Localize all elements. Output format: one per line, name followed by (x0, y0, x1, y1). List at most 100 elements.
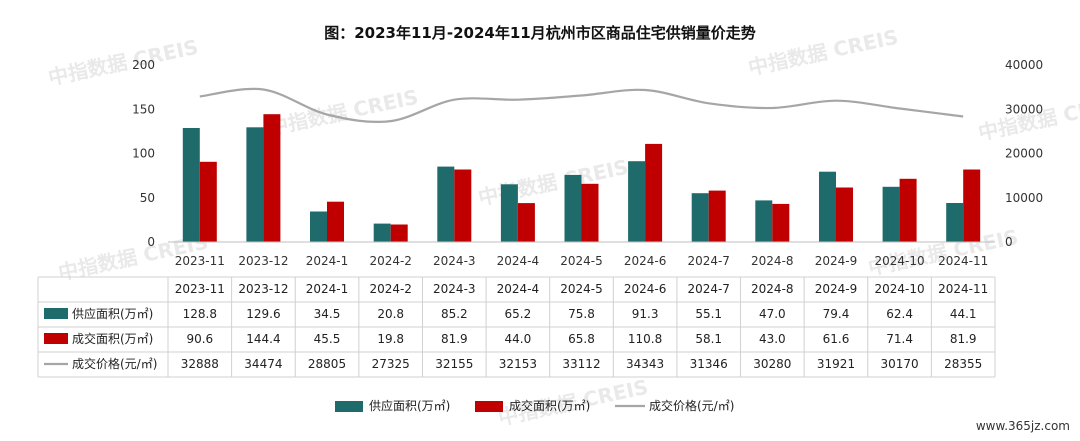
watermark-text: 中指数据 CREIS (746, 25, 900, 80)
table-cell: 32153 (499, 357, 537, 371)
x-tick-label: 2024-2 (369, 254, 412, 268)
data-table: 2023-11 2023-12 2024-1 2024-2 2024-3 2024-4 20… (37, 276, 996, 378)
bar-supply-2024-2 (373, 223, 391, 242)
table-header-cell: 2024-4 (497, 282, 540, 296)
table-cell: 90.6 (186, 332, 213, 346)
table-cell: 31346 (690, 357, 728, 371)
table-cell: 44.0 (505, 332, 532, 346)
bar-supply-2024-4 (500, 184, 518, 242)
table-header-cell: 2024-5 (560, 282, 603, 296)
table-cell: 61.6 (823, 332, 850, 346)
table-cell: 43.0 (759, 332, 786, 346)
table-cell: 32888 (181, 357, 219, 371)
bar-sales-2024-2 (390, 224, 408, 242)
table-cell: 85.2 (441, 307, 468, 321)
table-header-cell: 2024-7 (687, 282, 730, 296)
bar-supply-2024-1 (310, 211, 327, 242)
table-cell: 47.0 (759, 307, 786, 321)
watermark-text: 中指数据 CREIS (46, 35, 200, 90)
table-cell: 33112 (562, 357, 600, 371)
table-cell: 62.4 (886, 307, 913, 321)
y-tick-label-right: 20000 (1005, 147, 1043, 161)
table-row-label: 成交价格(元/㎡) (72, 356, 157, 371)
table-cell: 28355 (944, 357, 982, 371)
bar-supply-2023-12 (246, 127, 264, 242)
bar-sales-2024-7 (708, 190, 726, 242)
table-cell: 27325 (372, 357, 410, 371)
table-cell: 65.2 (505, 307, 532, 321)
watermark-text: 中指数据 CREIS (266, 85, 420, 140)
y-tick-label-left: 50 (140, 191, 155, 205)
bar-sales-2024-5 (581, 183, 599, 242)
bar-sales-2024-3 (454, 169, 472, 242)
table-cell: 28805 (308, 357, 346, 371)
legend-label: 供应面积(万㎡) (369, 398, 450, 413)
table-row-swatch (44, 308, 68, 319)
x-tick-label: 2024-7 (687, 254, 730, 268)
watermark-text: 中指数据 CREIS (976, 90, 1080, 145)
price-line (199, 87, 964, 123)
table-header-cell: 2024-1 (306, 282, 349, 296)
table-row-swatch (44, 333, 68, 344)
table-cell: 110.8 (628, 332, 662, 346)
y-tick-label-right: 30000 (1005, 102, 1043, 116)
bar-supply-2024-8 (755, 200, 773, 242)
table-header-cell: 2024-6 (624, 282, 667, 296)
x-tick-label: 2024-11 (938, 254, 988, 268)
table-header-cell: 2023-11 (175, 282, 225, 296)
bar-sales-2024-11 (963, 169, 981, 242)
table-header-cell: 2024-9 (815, 282, 858, 296)
x-tick-label: 2023-11 (175, 254, 225, 268)
bar-supply-2023-11 (182, 128, 200, 242)
table-cell: 30170 (881, 357, 919, 371)
y-axis-right: 0 10000 20000 30000 40000 (1005, 58, 1043, 249)
bar-sales-2024-10 (899, 178, 917, 242)
line-series-layer (199, 87, 964, 123)
y-tick-label-left: 100 (132, 147, 155, 161)
table-cell: 144.4 (246, 332, 280, 346)
bar-supply-2024-9 (819, 171, 836, 242)
table-header-cell: 2024-3 (433, 282, 476, 296)
table-header-cell: 2024-8 (751, 282, 794, 296)
y-tick-label-left: 200 (132, 58, 155, 72)
bar-sales-2023-11 (199, 161, 217, 242)
bar-sales-2024-9 (836, 187, 853, 242)
table-cell: 20.8 (377, 307, 404, 321)
table-cell: 71.4 (886, 332, 913, 346)
table-cell: 31921 (817, 357, 855, 371)
bar-supply-2024-3 (437, 166, 455, 242)
table-cell: 19.8 (377, 332, 404, 346)
bar-sales-2024-6 (645, 143, 663, 242)
site-watermark: www.365jz.com (976, 419, 1070, 433)
x-axis: 2023-11 2023-12 2024-1 2024-2 2024-3 2024-4 20… (168, 241, 995, 268)
legend-label: 成交面积(万㎡) (509, 398, 590, 413)
bar-supply-2024-5 (564, 174, 582, 242)
table-header-cell: 2024-2 (369, 282, 412, 296)
table-cell: 79.4 (823, 307, 850, 321)
table-header-cell: 2024-11 (938, 282, 988, 296)
x-tick-label: 2024-6 (624, 254, 667, 268)
watermark-text: 中指数据 CREIS (476, 155, 630, 210)
table-cell: 58.1 (695, 332, 722, 346)
y-tick-label-right: 0 (1005, 235, 1013, 249)
bar-supply-2024-7 (691, 193, 709, 242)
table-header-cell: 2024-10 (875, 282, 925, 296)
table-cell: 44.1 (950, 307, 977, 321)
x-tick-label: 2023-12 (238, 254, 288, 268)
table-cell: 45.5 (314, 332, 341, 346)
table-cell: 34343 (626, 357, 664, 371)
table-row-label: 供应面积(万㎡) (72, 306, 153, 321)
y-tick-label-left: 0 (147, 235, 155, 249)
legend-swatch (475, 401, 503, 412)
y-tick-label-right: 10000 (1005, 191, 1043, 205)
x-tick-label: 2024-5 (560, 254, 603, 268)
table-cell: 75.8 (568, 307, 595, 321)
y-axis-left: 0 50 100 150 200 (132, 58, 155, 249)
table-cell: 128.8 (183, 307, 217, 321)
bar-sales-2024-1 (327, 201, 344, 242)
table-cell: 34.5 (314, 307, 341, 321)
bar-sales-2024-8 (772, 203, 790, 242)
x-tick-label: 2024-3 (433, 254, 476, 268)
x-tick-label: 2024-9 (815, 254, 858, 268)
